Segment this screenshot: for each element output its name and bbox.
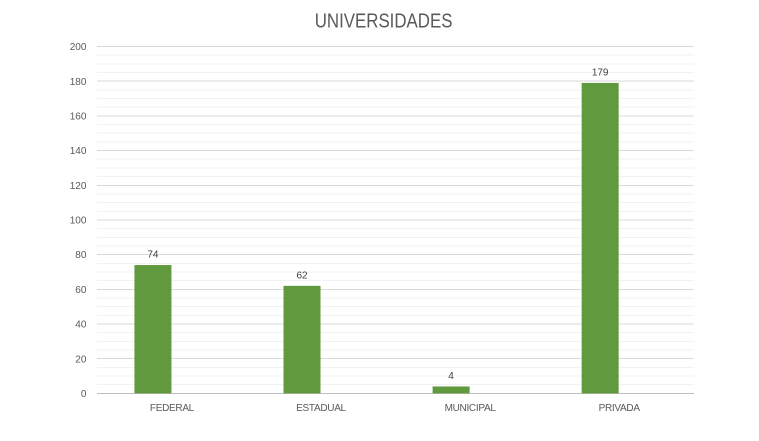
svg-text:UNIVERSIDADES: UNIVERSIDADES bbox=[315, 11, 453, 33]
svg-text:180: 180 bbox=[70, 77, 87, 88]
svg-text:200: 200 bbox=[70, 42, 87, 53]
svg-text:179: 179 bbox=[592, 68, 609, 79]
svg-text:FEDERAL: FEDERAL bbox=[150, 403, 195, 414]
svg-text:140: 140 bbox=[70, 146, 87, 157]
svg-text:4: 4 bbox=[448, 371, 454, 382]
svg-text:74: 74 bbox=[147, 250, 159, 261]
svg-text:80: 80 bbox=[75, 250, 87, 261]
svg-text:0: 0 bbox=[81, 389, 87, 400]
svg-text:MUNICIPAL: MUNICIPAL bbox=[445, 403, 497, 414]
svg-text:PRIVADA: PRIVADA bbox=[599, 403, 641, 414]
svg-text:62: 62 bbox=[296, 270, 308, 281]
svg-text:20: 20 bbox=[75, 354, 87, 365]
svg-text:160: 160 bbox=[70, 111, 87, 122]
svg-text:120: 120 bbox=[70, 181, 87, 192]
svg-text:60: 60 bbox=[75, 285, 87, 296]
svg-text:100: 100 bbox=[70, 216, 87, 227]
svg-text:40: 40 bbox=[75, 320, 87, 331]
svg-text:ESTADUAL: ESTADUAL bbox=[296, 403, 346, 414]
